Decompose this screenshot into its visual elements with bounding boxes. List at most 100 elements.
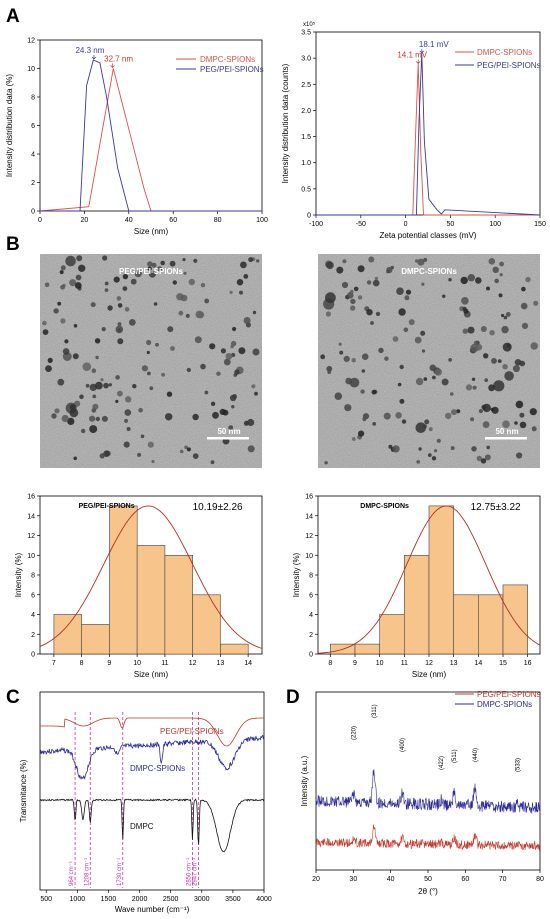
nanoparticle: [325, 292, 336, 304]
nanoparticle: [504, 371, 514, 381]
peak-line-label: 1208 cm⁻¹: [84, 858, 90, 886]
nanoparticle: [501, 313, 505, 318]
x-tick-label: 16: [524, 660, 532, 667]
nanoparticle: [239, 290, 243, 295]
nanoparticle: [209, 343, 216, 350]
nanoparticle: [462, 306, 467, 311]
nanoparticle: [434, 368, 442, 376]
nanoparticle: [398, 308, 406, 316]
nanoparticle: [418, 447, 422, 451]
nanoparticle: [450, 446, 455, 451]
y-axis-label: Intensity (%): [14, 552, 23, 597]
nanoparticle: [134, 269, 142, 278]
nanoparticle: [124, 307, 130, 312]
nanoparticle: [42, 320, 47, 326]
nanoparticle: [482, 421, 490, 428]
nanoparticle: [228, 425, 234, 430]
legend-label: DMPC-SPIONs: [477, 700, 532, 709]
nanoparticle: [520, 302, 528, 310]
nanoparticle: [179, 449, 184, 454]
nanoparticle: [388, 444, 393, 449]
peak-index-label: (422): [439, 756, 445, 770]
histogram-title: DMPC-SPIONs: [360, 503, 409, 510]
nanoparticle: [101, 415, 108, 422]
nanoparticle: [161, 372, 166, 377]
nanoparticle: [533, 300, 539, 306]
histogram-bar: [192, 594, 221, 655]
nanoparticle: [396, 287, 404, 296]
x-tick-label: 13: [450, 660, 458, 667]
ftir-spectrum-peg-pei: [40, 717, 264, 747]
y-tick-label: 4: [309, 612, 313, 619]
nanoparticle: [69, 408, 79, 418]
y-tick-label: 16: [305, 494, 313, 501]
nanoparticle: [434, 449, 438, 453]
nanoparticle: [100, 378, 104, 382]
nanoparticle: [451, 409, 457, 416]
x-tick-label: -100: [309, 221, 323, 228]
ftir-chart: 500 1000 1500 2000 2500 3000 3500 4000 Wave numb…: [19, 691, 272, 914]
nanoparticle: [366, 280, 372, 285]
nanoparticle: [514, 359, 522, 366]
nanoparticle: [343, 355, 350, 362]
nanoparticle: [480, 458, 487, 464]
nanoparticle: [76, 255, 83, 262]
y-tick-label: 10: [27, 66, 35, 73]
x-tick-label: 13: [216, 660, 224, 667]
nanoparticle: [441, 378, 449, 386]
panel-label-c: C: [6, 687, 20, 708]
nanoparticle: [325, 311, 331, 317]
scale-bar-label: 50 nm: [495, 427, 518, 436]
nanoparticle: [490, 407, 494, 412]
nanoparticle: [169, 260, 176, 267]
x-tick-label: 20: [312, 876, 320, 883]
nanoparticle: [461, 297, 469, 305]
nanoparticle: [493, 380, 505, 392]
nanoparticle: [74, 282, 82, 289]
nanoparticle: [126, 427, 131, 431]
nanoparticle: [107, 305, 113, 311]
nanoparticle: [475, 343, 483, 351]
nanoparticle: [141, 365, 148, 372]
y-tick-label: 0: [31, 209, 35, 216]
nanoparticle: [338, 342, 342, 346]
x-tick-label: 80: [536, 876, 544, 883]
nanoparticle: [403, 327, 409, 333]
y-tick-label: 6: [309, 592, 313, 599]
tem-image-1: DMPC-SPIONs 50 nm: [318, 254, 540, 468]
y-tick-label: 2: [309, 632, 313, 639]
x-axis-label: Zeta potential classes (mV): [380, 231, 477, 240]
spectrum-label: PEG/PEI-SPIONs: [160, 727, 224, 736]
y-tick-label: 2: [31, 180, 35, 187]
x-tick-label: -50: [356, 221, 366, 228]
nanoparticle: [101, 327, 106, 332]
nanoparticle: [147, 371, 151, 376]
nanoparticle: [65, 255, 76, 267]
x-axis-label: Size (nm): [134, 670, 169, 679]
nanoparticle: [460, 276, 468, 285]
nanoparticle: [428, 427, 433, 432]
x-tick-label: 3000: [194, 896, 210, 903]
nanoparticle: [519, 412, 525, 418]
legend-label: PEG/PEI-SPIONs: [477, 61, 541, 70]
peak-arrow: [110, 63, 115, 68]
nanoparticle: [225, 353, 233, 360]
nanoparticle: [471, 377, 476, 381]
nanoparticle: [431, 456, 437, 461]
nanoparticle: [252, 348, 260, 356]
histogram-bar: [164, 554, 193, 655]
nanoparticle: [442, 294, 446, 298]
histogram-bar: [354, 643, 381, 655]
nanoparticle: [445, 412, 452, 420]
histogram-bar: [502, 584, 529, 655]
nanoparticle: [370, 321, 374, 325]
panel-label-d: D: [286, 687, 300, 708]
peak-annotation: 32.7 nm: [104, 55, 133, 64]
y-tick-label: 0.5: [301, 186, 311, 193]
nanoparticle: [254, 391, 258, 396]
peak-index-label: (511): [452, 749, 458, 763]
x-tick-label: 150: [534, 221, 546, 228]
dls-size-chart: 0 20 40 60 80 100 0 2 4 6 8 10 12 Size (nm) Intensity …: [5, 38, 268, 237]
nanoparticle: [186, 367, 191, 373]
x-tick-label: 60: [461, 876, 469, 883]
